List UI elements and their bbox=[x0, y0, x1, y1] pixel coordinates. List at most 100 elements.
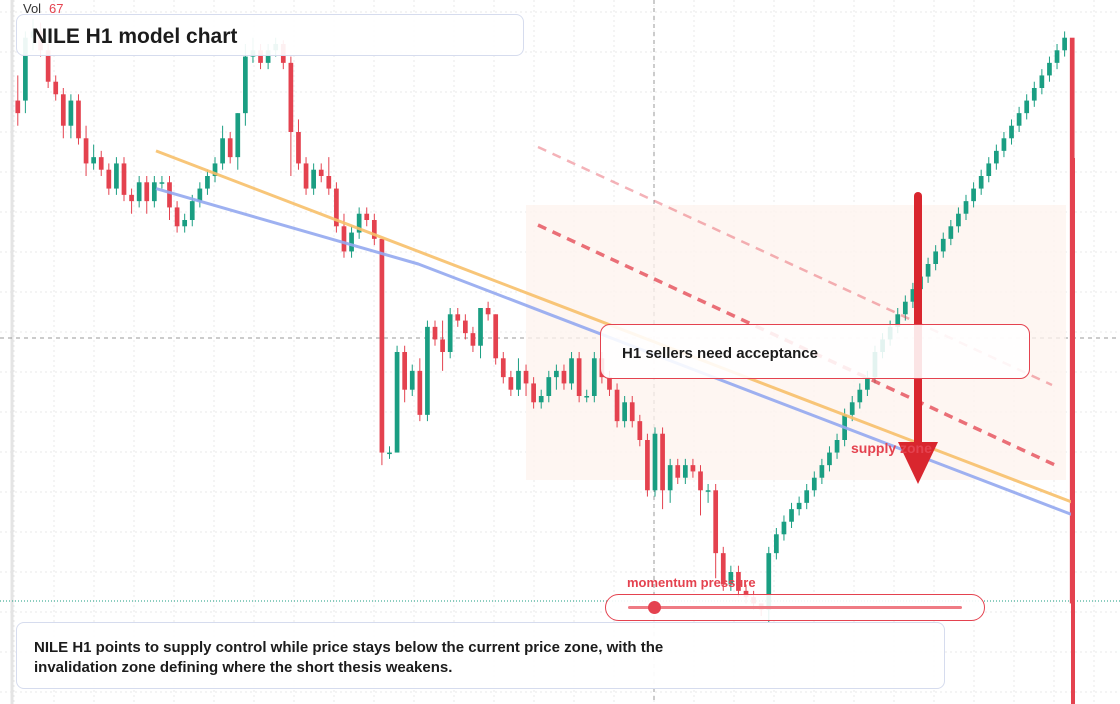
candle bbox=[1039, 69, 1045, 95]
candle-body bbox=[720, 553, 726, 585]
candle bbox=[1047, 56, 1052, 82]
candle-body bbox=[432, 326, 438, 340]
candle-body bbox=[60, 94, 66, 126]
candle bbox=[523, 364, 529, 396]
candle-body bbox=[167, 182, 172, 208]
candle bbox=[470, 326, 476, 352]
candle-body bbox=[478, 308, 483, 346]
candle-body bbox=[470, 333, 476, 346]
candle-body bbox=[311, 169, 316, 189]
candle bbox=[394, 345, 400, 453]
candle-body bbox=[1001, 138, 1007, 151]
candle-body bbox=[394, 352, 400, 453]
candle-body bbox=[645, 440, 650, 491]
candle-body bbox=[849, 402, 855, 415]
candle-body bbox=[1039, 75, 1045, 88]
candle bbox=[144, 176, 150, 214]
callout-panel: H1 sellers need acceptance bbox=[600, 324, 1030, 379]
candle bbox=[159, 176, 165, 189]
candle bbox=[243, 44, 248, 126]
candle-body bbox=[68, 100, 74, 126]
candle-body bbox=[698, 471, 703, 491]
candle-body bbox=[682, 465, 688, 478]
candle-body bbox=[189, 201, 195, 220]
candle bbox=[76, 94, 81, 145]
candle-body bbox=[440, 339, 445, 352]
candle bbox=[296, 119, 301, 170]
candle-body bbox=[182, 220, 188, 227]
candle bbox=[986, 157, 992, 183]
volume-label: Vol bbox=[23, 1, 42, 16]
candle bbox=[819, 458, 825, 484]
candle bbox=[660, 427, 665, 510]
candle bbox=[387, 446, 392, 459]
candle-body bbox=[948, 226, 954, 239]
candle-body bbox=[265, 50, 271, 63]
candle-body bbox=[1031, 88, 1037, 101]
candle-body bbox=[425, 326, 430, 415]
candle bbox=[432, 320, 438, 346]
momentum-slider[interactable] bbox=[605, 594, 985, 621]
candle bbox=[447, 308, 453, 359]
down-arrow-head bbox=[898, 442, 938, 484]
candle-body bbox=[379, 238, 385, 453]
candle-body bbox=[485, 308, 491, 315]
candle bbox=[652, 427, 658, 497]
candle bbox=[174, 201, 180, 233]
candle-body bbox=[971, 188, 976, 202]
candle-body bbox=[45, 50, 51, 82]
candle-body bbox=[349, 232, 354, 252]
candle-body bbox=[736, 572, 741, 591]
candle-body bbox=[584, 396, 590, 398]
candle bbox=[834, 433, 840, 459]
candle bbox=[796, 496, 802, 516]
candle bbox=[736, 565, 741, 598]
candle bbox=[561, 364, 567, 390]
candle bbox=[591, 352, 597, 403]
candle-body bbox=[334, 188, 339, 227]
candle-body bbox=[129, 194, 134, 202]
candle bbox=[409, 364, 415, 396]
candle-body bbox=[508, 377, 514, 390]
candle-body bbox=[667, 465, 673, 491]
candle-body bbox=[811, 477, 817, 491]
candle bbox=[1009, 119, 1014, 145]
candle-body bbox=[15, 100, 21, 114]
candle-body bbox=[91, 157, 97, 164]
candle-body bbox=[288, 62, 294, 132]
candle-body bbox=[114, 163, 119, 189]
candle-body bbox=[607, 377, 612, 390]
candle-body bbox=[1024, 100, 1030, 114]
candle-body bbox=[174, 207, 180, 227]
candle-body bbox=[819, 465, 825, 478]
candle-body bbox=[523, 370, 529, 384]
candle-body bbox=[933, 251, 939, 264]
candle bbox=[569, 352, 574, 390]
candle bbox=[902, 295, 908, 321]
momentum-knob[interactable] bbox=[648, 601, 662, 614]
candle bbox=[774, 528, 779, 560]
candle bbox=[341, 213, 347, 258]
candle-body bbox=[205, 176, 210, 189]
candle bbox=[235, 113, 241, 170]
candle-body bbox=[895, 314, 901, 327]
candle bbox=[584, 389, 590, 403]
candle bbox=[182, 213, 188, 233]
candle-body bbox=[220, 138, 225, 164]
candle-body bbox=[493, 314, 499, 359]
candle bbox=[326, 157, 332, 195]
candle-body bbox=[76, 100, 81, 139]
candle-body bbox=[1062, 37, 1067, 51]
callout-text: H1 sellers need acceptance bbox=[622, 345, 818, 362]
page-title: NILE H1 model chart bbox=[32, 25, 238, 48]
candle-body bbox=[743, 590, 749, 598]
candle bbox=[576, 352, 582, 403]
candle-body bbox=[303, 163, 309, 189]
candle bbox=[554, 364, 559, 390]
candle-body bbox=[23, 37, 28, 101]
candle bbox=[303, 157, 309, 195]
candle-body bbox=[652, 433, 658, 491]
candle-body bbox=[902, 301, 908, 315]
candle-body bbox=[447, 314, 453, 352]
candle bbox=[546, 370, 552, 403]
